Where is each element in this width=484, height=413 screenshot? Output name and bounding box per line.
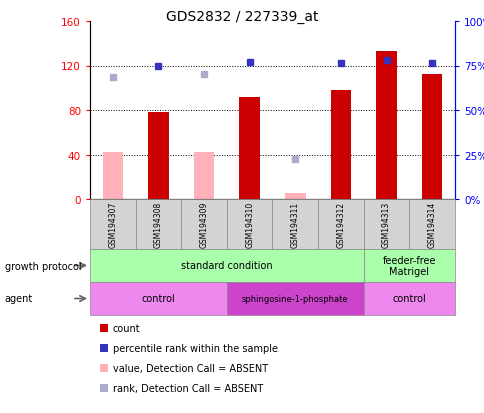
Text: GSM194313: GSM194313 <box>381 202 390 247</box>
Bar <box>102 153 123 199</box>
Text: GSM194312: GSM194312 <box>336 202 345 247</box>
Text: growth protocol: growth protocol <box>5 261 81 271</box>
Bar <box>181 199 227 249</box>
Bar <box>408 199 454 249</box>
Bar <box>376 52 396 199</box>
Text: sphingosine-1-phosphate: sphingosine-1-phosphate <box>242 294 348 303</box>
Text: GSM194309: GSM194309 <box>199 201 208 247</box>
Text: percentile rank within the sample: percentile rank within the sample <box>113 343 277 353</box>
Bar <box>363 282 454 315</box>
Text: agent: agent <box>5 294 33 304</box>
Bar <box>194 153 214 199</box>
Bar <box>90 199 136 249</box>
Bar <box>330 91 350 199</box>
Text: rank, Detection Call = ABSENT: rank, Detection Call = ABSENT <box>113 383 263 393</box>
Bar <box>136 199 181 249</box>
Bar <box>363 199 408 249</box>
Bar <box>239 97 259 199</box>
Text: GSM194307: GSM194307 <box>108 201 117 247</box>
Bar <box>148 113 168 199</box>
Bar <box>90 249 363 282</box>
Bar <box>363 249 454 282</box>
Bar <box>421 75 441 199</box>
Bar <box>227 199 272 249</box>
Bar <box>285 194 305 199</box>
Text: GSM194308: GSM194308 <box>153 202 163 247</box>
Bar <box>318 199 363 249</box>
Text: value, Detection Call = ABSENT: value, Detection Call = ABSENT <box>113 363 268 373</box>
Text: GDS2832 / 227339_at: GDS2832 / 227339_at <box>166 10 318 24</box>
Text: feeder-free
Matrigel: feeder-free Matrigel <box>382 255 435 277</box>
Bar <box>272 199 318 249</box>
Bar <box>90 282 227 315</box>
Text: standard condition: standard condition <box>181 261 272 271</box>
Text: control: control <box>141 294 175 304</box>
Bar <box>227 282 363 315</box>
Text: GSM194310: GSM194310 <box>245 202 254 247</box>
Text: control: control <box>392 294 425 304</box>
Text: GSM194311: GSM194311 <box>290 202 299 247</box>
Text: GSM194314: GSM194314 <box>427 202 436 247</box>
Text: count: count <box>113 323 140 333</box>
